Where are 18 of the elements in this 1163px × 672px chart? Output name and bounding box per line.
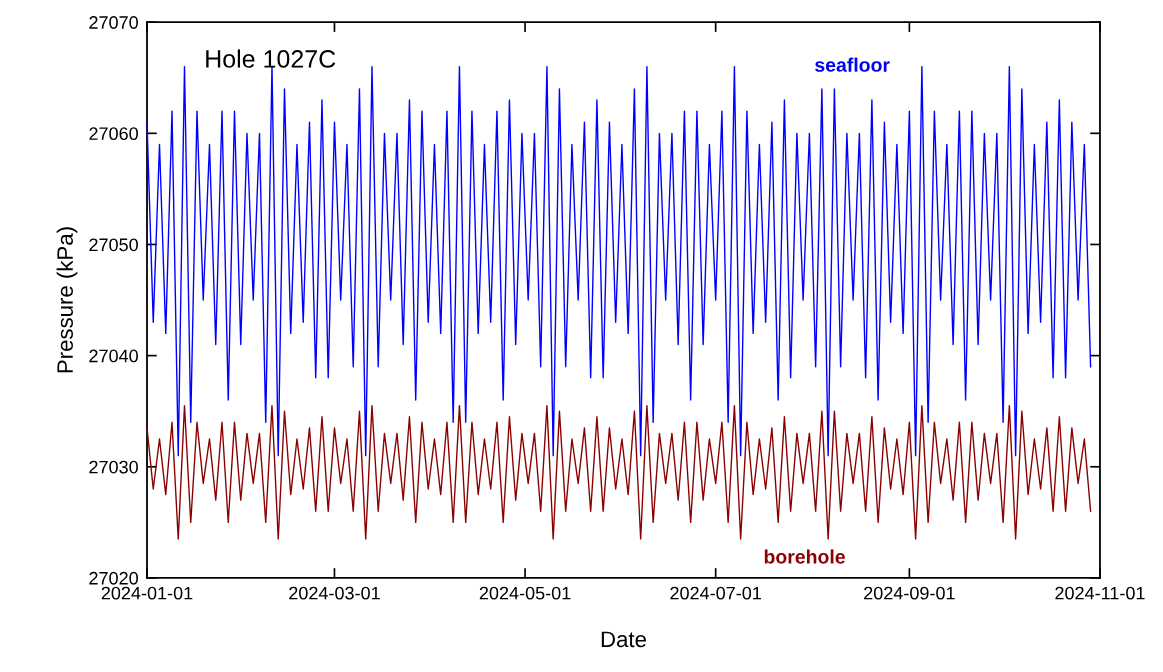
y-tick-label: 27040 (89, 349, 138, 363)
annotation: Hole 1027C (206, 49, 336, 68)
x-tick-label: 2024-07-01 (670, 586, 761, 600)
x-tick-label: 2024-11-01 (1055, 586, 1145, 600)
y-tick-label: 27060 (89, 127, 138, 141)
x-tick-label: 2024-09-01 (864, 586, 955, 600)
x-tick-label: 2024-03-01 (289, 586, 380, 600)
series-label: seafloor (815, 57, 890, 72)
y-tick-label: 27020 (89, 571, 138, 585)
y-tick-label: 27070 (89, 16, 138, 29)
x-tick-label: 2024-01-01 (101, 586, 193, 600)
line-series (146, 404, 1092, 540)
y-tick-label: 27050 (89, 238, 138, 252)
y-tick-label: 27030 (89, 460, 138, 474)
x-tick-label: 2024-05-01 (479, 586, 571, 600)
series-label: borehole (764, 549, 845, 564)
y-axis-title: Pressure (kPa) (56, 227, 78, 373)
x-axis-title: Date (601, 631, 646, 648)
